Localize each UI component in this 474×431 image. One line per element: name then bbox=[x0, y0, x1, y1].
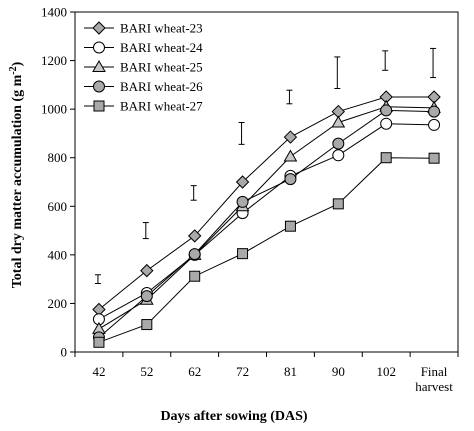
data-point-series-4 bbox=[284, 173, 297, 186]
y-tick-label: 0 bbox=[61, 345, 68, 360]
series-line-3 bbox=[98, 106, 435, 330]
series-markers bbox=[92, 90, 441, 348]
data-point-series-2 bbox=[380, 117, 393, 130]
data-point-series-5 bbox=[141, 319, 153, 331]
data-point-series-3 bbox=[283, 149, 298, 162]
y-tick-label: 600 bbox=[48, 199, 68, 214]
legend-label: BARI wheat-25 bbox=[120, 60, 203, 75]
legend-label: BARI wheat-26 bbox=[120, 79, 203, 94]
x-tick-label: 90 bbox=[332, 364, 345, 379]
series-line-4 bbox=[98, 109, 435, 338]
data-point-series-4 bbox=[236, 195, 249, 208]
data-point-series-1 bbox=[235, 175, 250, 189]
y-axis-title: Total dry matter accumulation (g m-2) bbox=[8, 61, 25, 288]
data-point-series-1 bbox=[187, 229, 202, 243]
legend-label: BARI wheat-24 bbox=[120, 40, 203, 55]
data-point-series-4 bbox=[188, 248, 201, 261]
data-point-series-5 bbox=[284, 220, 296, 232]
x-tick-label: 81 bbox=[284, 364, 297, 379]
legend-marker bbox=[92, 21, 106, 35]
legend-label: BARI wheat-23 bbox=[120, 21, 203, 36]
legend-label: BARI wheat-27 bbox=[120, 99, 203, 114]
legend-marker bbox=[93, 100, 105, 112]
data-point-series-1 bbox=[283, 130, 298, 144]
legend-marker bbox=[92, 59, 106, 72]
data-point-series-2 bbox=[428, 118, 441, 131]
legend-marker bbox=[93, 41, 105, 54]
y-tick-label: 1200 bbox=[41, 53, 67, 68]
data-point-series-5 bbox=[189, 270, 201, 282]
error-bars bbox=[94, 47, 437, 285]
x-tick-label: 72 bbox=[236, 364, 249, 379]
y-tick-label: 1000 bbox=[41, 102, 67, 117]
y-tick-label: 200 bbox=[48, 296, 68, 311]
data-point-series-4 bbox=[428, 105, 441, 118]
x-tick-label: 52 bbox=[140, 364, 153, 379]
data-point-series-2 bbox=[332, 149, 345, 162]
x-tick-label: Final bbox=[421, 364, 448, 379]
y-tick-label: 1400 bbox=[41, 5, 67, 20]
data-point-series-5 bbox=[237, 248, 249, 260]
x-tick-label: 62 bbox=[188, 364, 201, 379]
data-point-series-4 bbox=[332, 137, 345, 150]
data-point-series-4 bbox=[380, 104, 393, 117]
legend: BARI wheat-23 BARI wheat-24 BARI wheat-25 B… bbox=[84, 21, 203, 114]
data-point-series-5 bbox=[93, 336, 105, 348]
data-point-series-5 bbox=[380, 152, 392, 164]
series-line-1 bbox=[98, 96, 435, 310]
x-tick-label: harvest bbox=[415, 379, 453, 394]
x-tick-label: 42 bbox=[92, 364, 105, 379]
axes: 0 200 400 600 800 1000 1200 1400 42 52 62 72 81 90 102… bbox=[41, 5, 459, 394]
x-axis-title: Days after sowing (DAS) bbox=[160, 409, 307, 424]
y-tick-label: 400 bbox=[48, 247, 68, 262]
data-point-series-4 bbox=[140, 290, 153, 303]
x-tick-label: 102 bbox=[376, 364, 396, 379]
data-point-series-5 bbox=[332, 198, 344, 210]
legend-marker bbox=[93, 80, 105, 93]
y-tick-label: 800 bbox=[48, 150, 68, 165]
data-point-series-1 bbox=[140, 263, 154, 278]
series-line-2 bbox=[98, 123, 435, 320]
data-point-series-3 bbox=[331, 115, 346, 128]
data-point-series-5 bbox=[428, 152, 440, 164]
series-lines bbox=[98, 96, 435, 343]
series-line-5 bbox=[98, 157, 435, 343]
